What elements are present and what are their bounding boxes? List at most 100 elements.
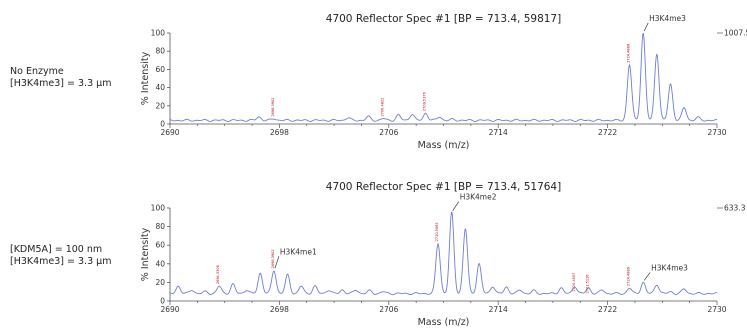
- peak-mz-label: 2698.3902: [271, 98, 275, 117]
- max-intensity-label: 1007.5: [724, 29, 747, 38]
- y-tick-label: 60: [155, 241, 165, 250]
- x-tick-label: 2714: [489, 305, 508, 314]
- spectrum-peak: [246, 289, 247, 290]
- y-tick-label: 0: [160, 297, 165, 306]
- spectrum-peak: [178, 286, 179, 287]
- peak-mz-label: 2710.5065: [435, 222, 439, 241]
- spectrum-peak: [439, 116, 440, 117]
- spectrum-peak: [301, 286, 302, 287]
- spectrum-peak: [205, 291, 206, 292]
- peak-annotation: H3K4me3: [649, 14, 686, 23]
- condition-line-1: [KDM5A] = 100 nm: [10, 244, 103, 255]
- spectrum-peak: [588, 295, 589, 296]
- condition-line-2: [H3K4me3] = 3.3 µm: [10, 78, 112, 89]
- peak-mz-label: 2724.4889: [626, 267, 630, 286]
- peak-mz-label: 2724.4889: [626, 44, 630, 63]
- annotation-leader: [643, 22, 649, 32]
- spectrum-peak: [355, 297, 356, 298]
- spectrum-peak: [260, 273, 261, 274]
- y-axis-label: % Intensity: [140, 227, 151, 281]
- condition-label-bottom: [KDM5A] = 100 nm [H3K4me3] = 3.3 µm: [10, 244, 111, 268]
- spectrum-peak: [342, 297, 343, 298]
- spectrum-peak: [478, 263, 479, 264]
- x-tick-label: 2690: [160, 305, 179, 314]
- spectrum-peak: [273, 118, 274, 119]
- x-tick-label: 2714: [489, 128, 508, 137]
- spectrum-peak: [191, 289, 192, 290]
- spectrum-peak: [561, 295, 562, 296]
- annotation-leader: [274, 256, 280, 269]
- condition-label-top: No Enzyme [H3K4me3] = 3.3 µm: [10, 66, 111, 90]
- peak-annotation: H3K4me1: [280, 247, 317, 256]
- spectrum-peak: [533, 298, 534, 299]
- y-tick-label: 80: [155, 47, 165, 56]
- x-tick-label: 2698: [270, 128, 289, 137]
- peak-mz-label: 2721.5116: [585, 274, 589, 293]
- spectrum-trace: [169, 211, 717, 296]
- spectrum-peak: [452, 119, 453, 120]
- peak-annotation: H3K4me2: [460, 193, 497, 202]
- x-tick-label: 2722: [598, 305, 617, 314]
- spectrum-peak: [258, 120, 259, 121]
- condition-line-1: No Enzyme: [10, 66, 64, 77]
- spectrum-peak: [670, 291, 671, 292]
- y-tick-label: 20: [155, 101, 165, 110]
- spectrum-peak: [670, 83, 671, 84]
- chart-title: 4700 Reflector Spec #1 [BP = 713.4, 5176…: [326, 181, 561, 193]
- x-tick-label: 2698: [270, 305, 289, 314]
- spectrum-peak: [383, 118, 384, 119]
- y-tick-label: 100: [151, 29, 166, 38]
- x-tick-label: 2706: [379, 128, 398, 137]
- spectrum-peak: [519, 297, 520, 298]
- spectrum-peak: [425, 112, 426, 113]
- spectrum-peak: [232, 284, 233, 285]
- spectrum-peak: [328, 297, 329, 298]
- spectrum-peak: [287, 274, 288, 275]
- peak-annotation: H3K4me3: [651, 263, 688, 272]
- annotation-leader: [643, 272, 651, 281]
- peak-mz-label: 2694.3306: [216, 265, 220, 284]
- y-tick-label: 40: [155, 83, 165, 92]
- spectrum-panel-1: 4700 Reflector Spec #1 [BP = 713.4, 5981…: [140, 13, 747, 151]
- spectrum-peak: [492, 286, 493, 287]
- peak-mz-label: 2720.4507: [572, 273, 576, 292]
- spectrum-peak: [643, 32, 644, 33]
- spectrum-peak: [684, 296, 685, 297]
- y-tick-label: 80: [155, 222, 165, 231]
- spectrum-peak: [411, 113, 412, 114]
- x-tick-label: 2730: [707, 305, 726, 314]
- chart-title: 4700 Reflector Spec #1 [BP = 713.4, 5981…: [326, 13, 561, 25]
- spectrum-trace: [169, 33, 717, 122]
- x-tick-label: 2706: [379, 305, 398, 314]
- spectrum-peak: [347, 121, 348, 122]
- spectrum-peak: [506, 294, 507, 295]
- x-axis-label: Mass (m/z): [418, 140, 470, 151]
- peak-mz-label: 2698.3902: [271, 249, 275, 268]
- spectrum-peak: [465, 228, 466, 229]
- spectrum-peak: [629, 64, 630, 65]
- x-tick-label: 2730: [707, 128, 726, 137]
- annotation-leader: [452, 201, 459, 211]
- y-tick-label: 0: [160, 120, 165, 129]
- peak-mz-label: 2709.5376: [423, 92, 427, 111]
- spectrum-panel-2: 4700 Reflector Spec #1 [BP = 713.4, 5176…: [140, 181, 746, 328]
- y-tick-label: 20: [155, 278, 165, 287]
- spectrum-peak: [219, 286, 220, 287]
- spectrum-peak: [602, 297, 603, 298]
- spectrum-peak: [314, 293, 315, 294]
- spectrum-peak: [273, 270, 274, 271]
- spectrum-peak: [574, 293, 575, 294]
- spectrum-peak: [383, 299, 384, 300]
- spectrum-peak: [368, 120, 369, 121]
- peak-mz-label: 2706.4822: [380, 98, 384, 117]
- y-tick-label: 60: [155, 65, 165, 74]
- y-tick-label: 100: [151, 204, 166, 213]
- spectrum-peak: [656, 52, 657, 53]
- max-intensity-label: 633.3: [724, 204, 746, 213]
- spectrum-peak: [656, 284, 657, 285]
- x-tick-label: 2722: [598, 128, 617, 137]
- spectrum-peak: [451, 212, 452, 213]
- y-tick-label: 40: [155, 259, 165, 268]
- spectrum-peak: [697, 117, 698, 118]
